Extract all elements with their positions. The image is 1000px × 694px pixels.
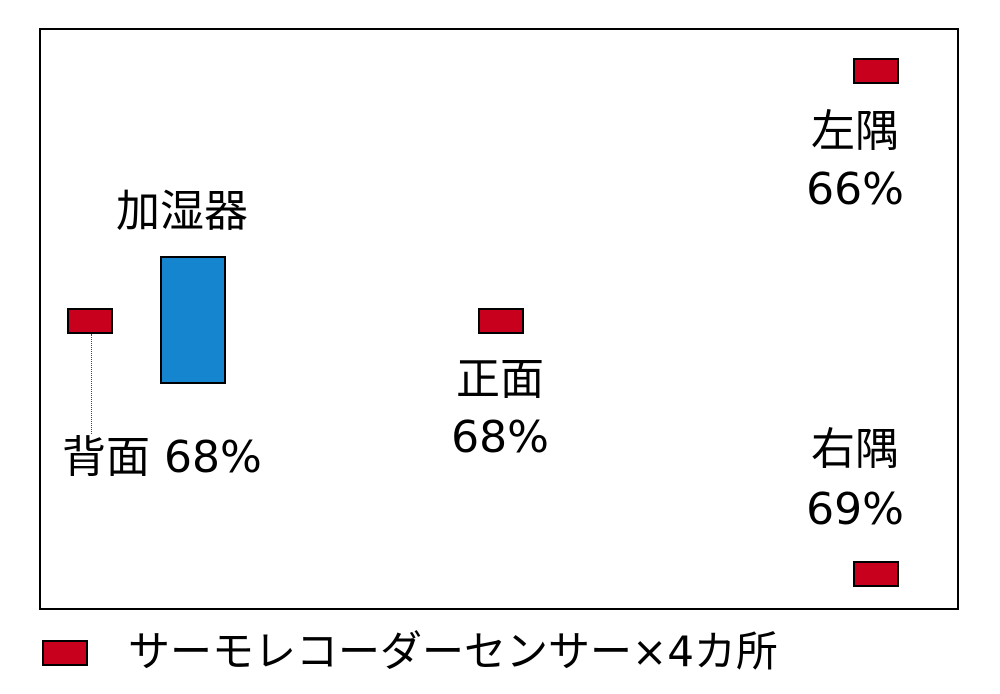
- legend-text: サーモレコーダーセンサー×4カ所: [128, 627, 778, 676]
- humidifier-label: 加湿器: [116, 186, 248, 237]
- sensor-back-value: 68%: [164, 432, 262, 483]
- sensor-back-name: 背面: [62, 432, 150, 483]
- sensor-left-corner-name: 左隅: [811, 106, 899, 157]
- sensor-back: [67, 308, 113, 334]
- sensor-front-name: 正面: [456, 354, 544, 405]
- humidifier-box: [160, 256, 226, 384]
- sensor-back-label: 背面 68%: [62, 432, 262, 484]
- sensor-front: [478, 308, 524, 334]
- sensor-right-corner-value: 69%: [806, 484, 904, 535]
- legend-sensor-swatch: [42, 640, 88, 666]
- sensor-front-value: 68%: [451, 412, 549, 463]
- sensor-back-leader-line: [91, 334, 92, 434]
- sensor-left-corner: [853, 58, 899, 84]
- sensor-right-corner: [853, 561, 899, 587]
- room-outline: [39, 28, 959, 610]
- sensor-left-corner-value: 66%: [806, 164, 904, 215]
- sensor-right-corner-name: 右隅: [811, 424, 899, 475]
